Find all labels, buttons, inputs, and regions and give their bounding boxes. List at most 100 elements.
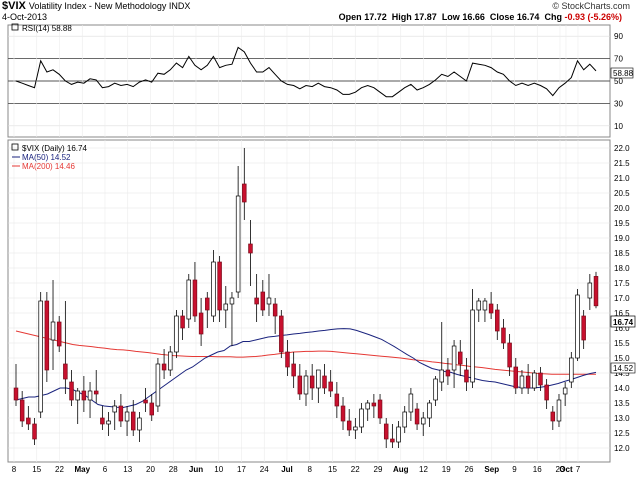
candle	[334, 382, 340, 418]
candle	[581, 310, 586, 349]
candle-body-up	[402, 411, 407, 428]
candle	[322, 364, 327, 394]
high-value: 17.87	[414, 12, 437, 22]
candle	[106, 412, 111, 436]
x-tick-label: 26	[465, 465, 474, 474]
candle	[464, 358, 469, 391]
candle-body-up	[562, 387, 568, 395]
candle	[180, 310, 185, 340]
candle	[507, 334, 512, 376]
candle-body-down	[538, 372, 543, 386]
candle-body-up	[359, 408, 364, 428]
x-tick-label: 9	[512, 465, 517, 474]
candle-body-down	[192, 279, 198, 317]
candle-body-up	[353, 426, 358, 431]
price-tick-label: 16.0	[614, 324, 630, 333]
candle	[75, 388, 80, 424]
candle-body-down	[328, 381, 333, 392]
candle-body-down	[581, 315, 586, 341]
x-tick-label: Aug	[393, 465, 409, 474]
candle-body-up	[38, 300, 43, 413]
candle	[575, 289, 580, 361]
candle	[593, 271, 599, 309]
candle-body-up	[408, 393, 414, 413]
candle	[340, 397, 346, 430]
candle-body-down	[488, 303, 494, 314]
candle-body-down	[93, 390, 99, 395]
candle	[38, 292, 43, 418]
candle-body-up	[168, 351, 173, 371]
candle	[235, 166, 241, 298]
candle-body-up	[50, 321, 56, 341]
candle	[328, 370, 333, 397]
candle-body-down	[118, 405, 124, 422]
price-y-axis: 22.0 21.5 21.0 20.5 20.0 19.5 19.0 18.5 18.0 17.5…	[614, 144, 630, 453]
candle-body-down	[371, 402, 377, 407]
index-name: Volatility Index - New Methodology INDX	[28, 1, 191, 11]
candle-body-down	[248, 243, 253, 254]
candle-body-down	[279, 315, 284, 353]
candle-body-up	[266, 297, 272, 305]
x-tick-label: 24	[260, 465, 269, 474]
candle	[93, 370, 99, 403]
rsi-y-axis: 90 70 50 30 10	[614, 32, 623, 131]
price-tick-label: 20.0	[614, 204, 630, 213]
ma200-line	[15, 330, 596, 375]
rsi-tick-label: 50	[614, 77, 623, 86]
candle	[544, 379, 549, 409]
candle-body-down	[285, 351, 290, 368]
candle	[371, 394, 377, 418]
candle	[285, 340, 290, 376]
candle	[155, 358, 161, 412]
price-tick-label: 19.0	[614, 234, 630, 243]
candle	[26, 406, 31, 430]
price-tick-label: 21.5	[614, 159, 630, 168]
rsi-tick-label: 30	[614, 99, 623, 108]
price-tick-label: 15.5	[614, 339, 630, 348]
rsi-line	[15, 46, 597, 98]
price-legend-icon	[11, 143, 19, 151]
x-tick-label: Jun	[189, 465, 203, 474]
candle-body-up	[223, 303, 229, 311]
legend-price: $VIX (Daily) 16.74	[22, 144, 87, 153]
candle-body-down	[19, 399, 25, 422]
candle	[81, 376, 87, 412]
candle-body-down	[501, 327, 506, 344]
candle-body-down	[340, 405, 346, 422]
price-tick-label: 12.0	[614, 444, 630, 453]
candle-body-down	[414, 408, 420, 425]
candle	[192, 262, 198, 322]
candle-body-down	[32, 423, 37, 440]
price-tick-label: 17.0	[614, 294, 630, 303]
change-value: -0.93 (-5.26%)	[564, 12, 622, 22]
candle-body-down	[445, 369, 451, 377]
candle-body-down	[297, 375, 303, 395]
price-legend: $VIX (Daily) 16.74 MA(50) 14.52 MA(200) …	[11, 143, 87, 171]
candle	[87, 382, 93, 418]
candle	[501, 319, 506, 349]
candle-body-up	[106, 420, 111, 425]
candle	[470, 289, 475, 388]
price-tick-label: 19.5	[614, 219, 630, 228]
candle	[118, 394, 124, 427]
candle-body-up	[186, 279, 192, 320]
rsi-tick-label: 90	[614, 32, 623, 41]
candle-body-down	[513, 366, 519, 389]
price-tick-label: 14.0	[614, 384, 630, 393]
candle-body-down	[309, 375, 315, 389]
candle	[260, 280, 266, 316]
rsi-legend-icon	[11, 23, 19, 31]
candle-body-down	[464, 369, 469, 383]
x-tick-label: 7	[576, 465, 581, 474]
x-tick-label: 17	[237, 465, 246, 474]
candle	[390, 424, 395, 448]
rsi-current-badge: 58.88	[610, 67, 634, 79]
price-panel-frame	[7, 139, 611, 463]
candle-body-up	[316, 369, 321, 389]
x-tick-label: 20	[146, 465, 155, 474]
candle-body-down	[322, 375, 327, 389]
candle	[303, 370, 309, 406]
candle-body-down	[13, 387, 19, 401]
price-tick-label: 15.0	[614, 354, 630, 363]
x-tick-label: Sep	[484, 465, 499, 474]
